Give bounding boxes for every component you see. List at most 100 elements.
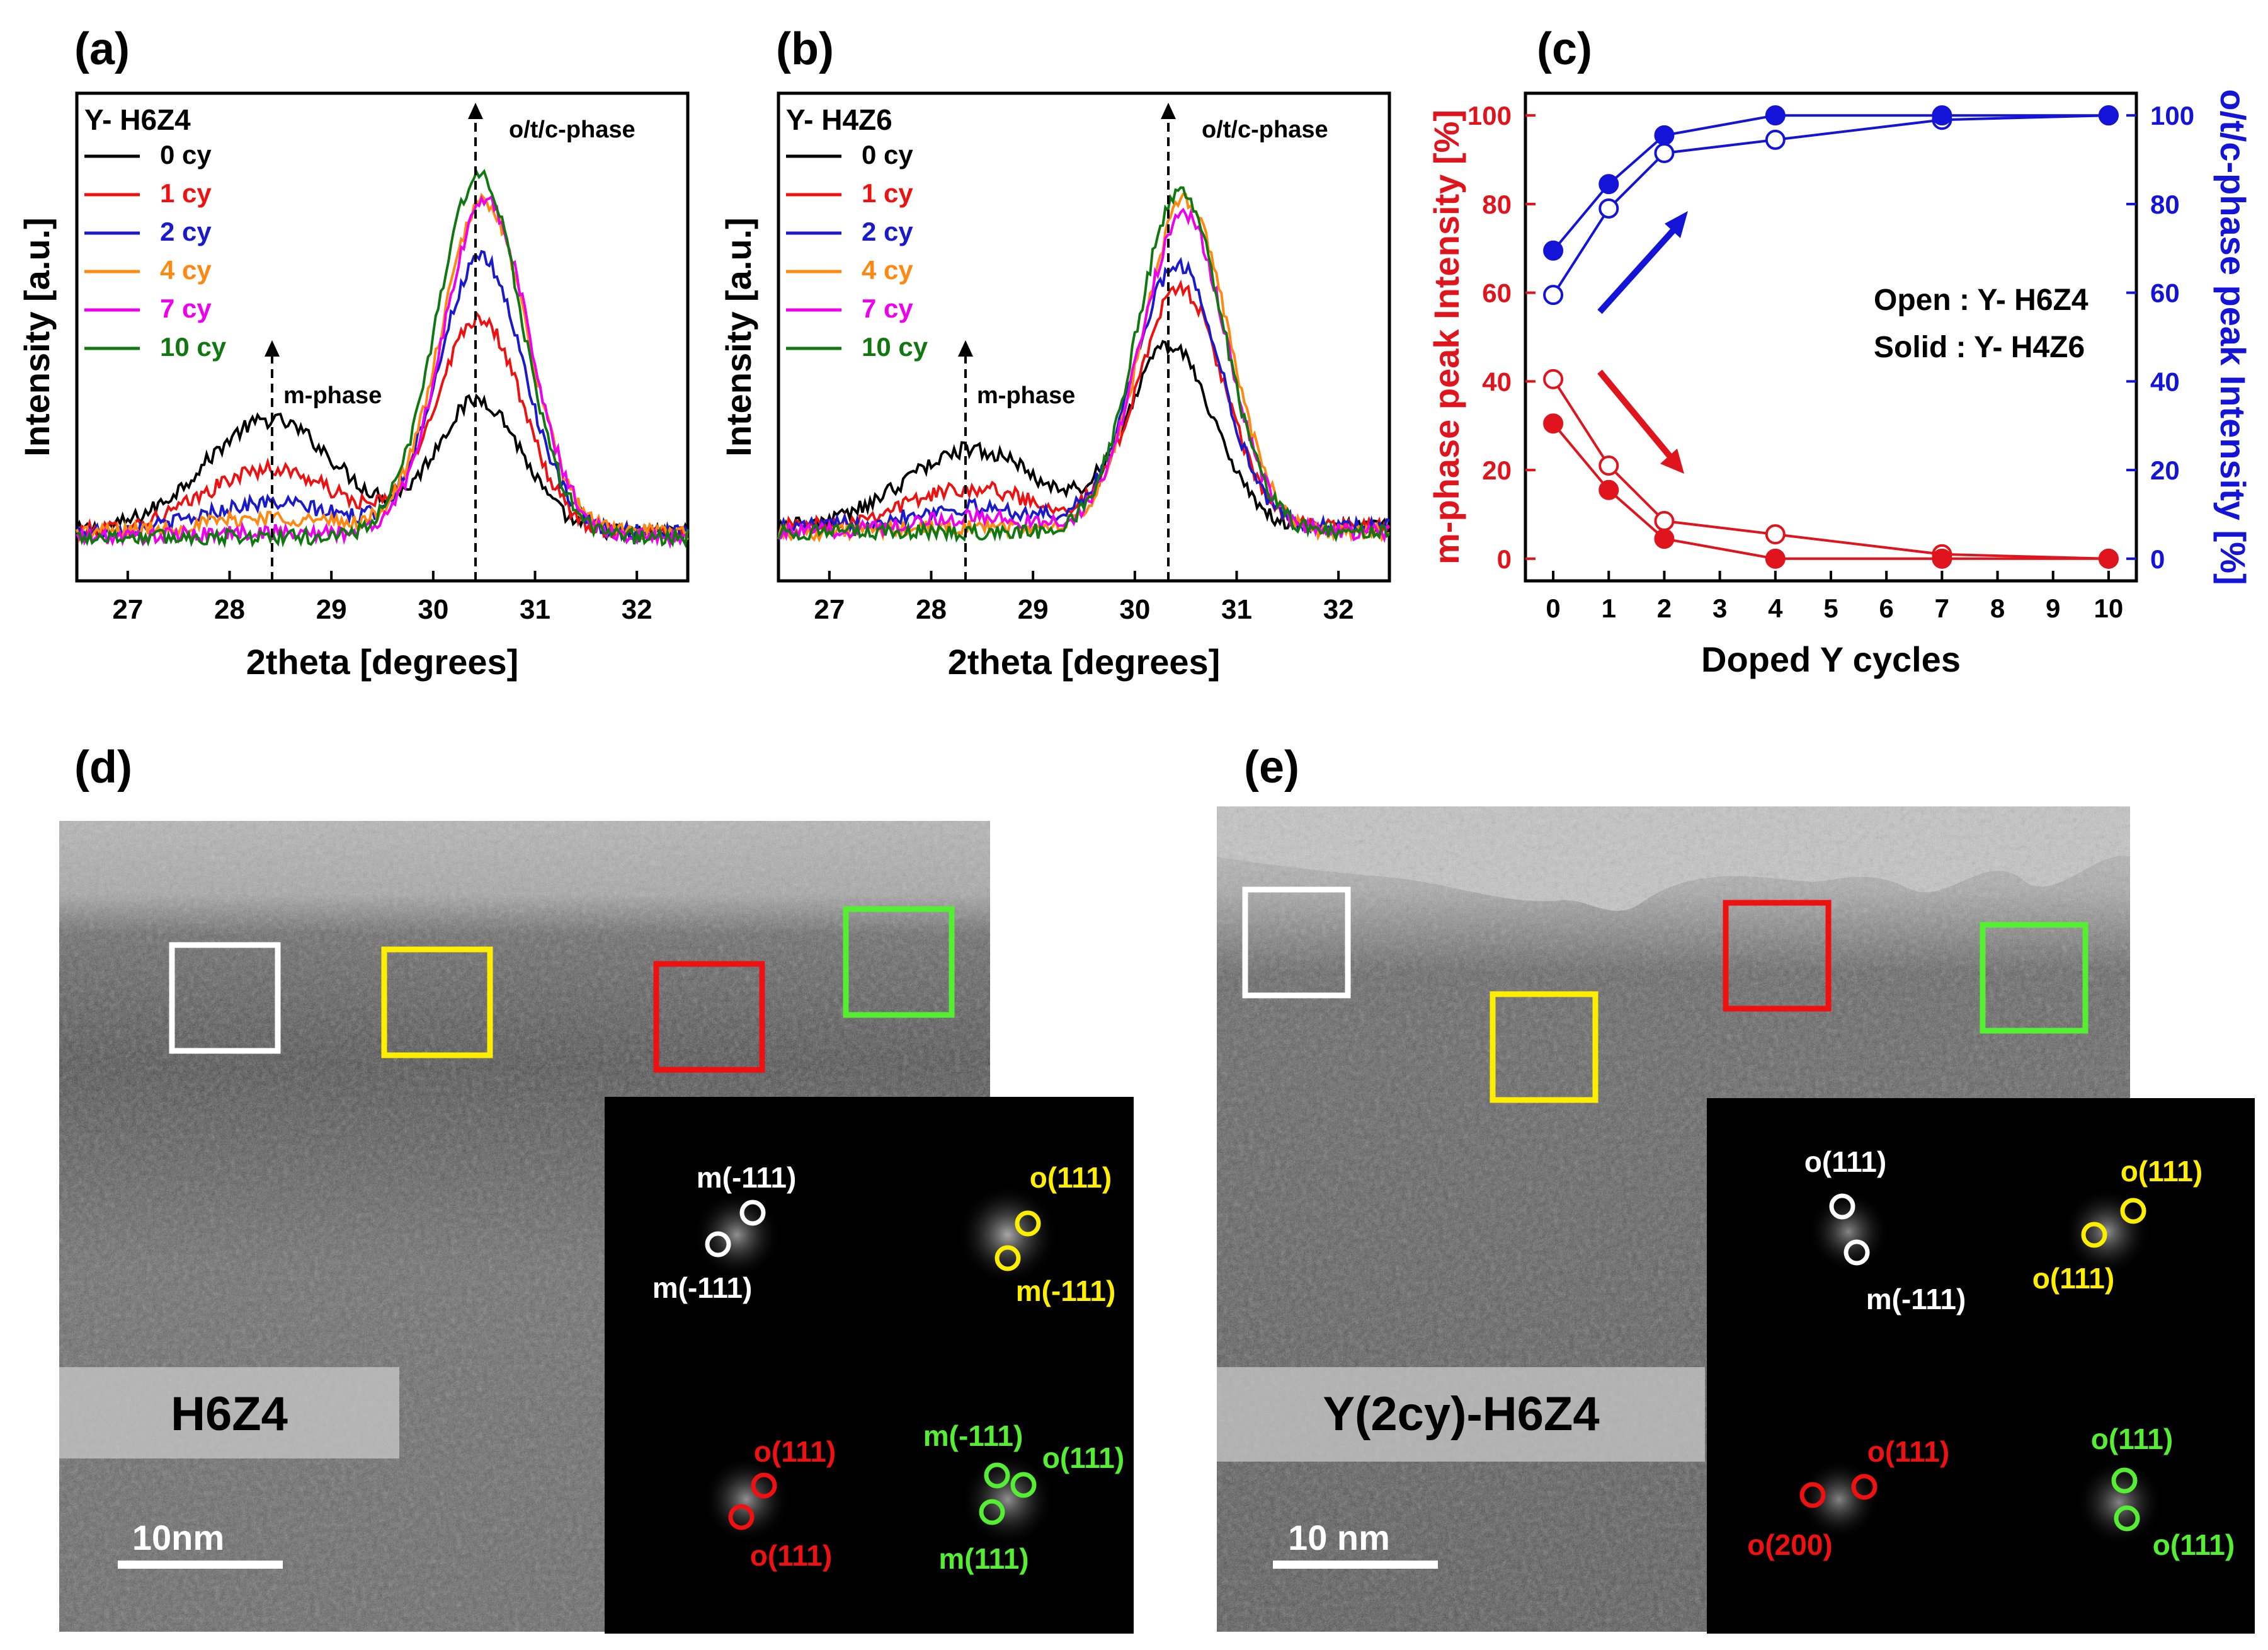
y-tick-label-right: 80 xyxy=(2150,190,2180,219)
data-point-solid xyxy=(1932,105,1952,126)
fft-spot-yellow xyxy=(2081,1222,2107,1248)
panel-b: (b) 27 28 29 30 31 32 m-phase o/t/c-phase Y- … xyxy=(719,24,1391,682)
fft-center-glow xyxy=(702,1455,790,1544)
legend-label: 1 cy xyxy=(160,178,212,208)
xrd-series-10-cy xyxy=(76,168,689,549)
fft-spot-red xyxy=(1851,1474,1878,1500)
data-point-solid xyxy=(2098,548,2119,569)
data-point-open xyxy=(1654,142,1675,163)
series-line xyxy=(1552,378,2109,560)
fft-spot-white xyxy=(1829,1193,1855,1220)
fft-spot-red xyxy=(751,1472,777,1499)
x-tick-label: 30 xyxy=(418,594,448,625)
y-tick-label-right: 40 xyxy=(2150,367,2180,396)
x-tick-label: 8 xyxy=(1990,593,2005,623)
series-line xyxy=(1552,422,2109,560)
legend-label: 4 cy xyxy=(160,255,212,285)
scale-bar-label-d: 10nm xyxy=(132,1518,224,1557)
series-group-b xyxy=(777,186,1391,544)
fft-label: o(111) xyxy=(2121,1155,2202,1188)
legend-label: 0 cy xyxy=(862,140,913,169)
fft-center-glow xyxy=(693,1191,781,1279)
fft-label: o(111) xyxy=(2091,1423,2173,1455)
fft-center-glow xyxy=(2063,1188,2151,1276)
data-point-open xyxy=(1598,198,1619,219)
legend-label: 7 cy xyxy=(862,294,913,323)
roi-box-white-e xyxy=(1242,886,1351,999)
legend-label: 7 cy xyxy=(160,294,212,323)
otc-phase-label-b: o/t/c-phase xyxy=(1202,117,1328,143)
plot-frame-b xyxy=(777,91,1391,583)
fft-label: m(-111) xyxy=(923,1419,1023,1452)
legend-solid-c: Solid : Y- H4Z6 xyxy=(1874,331,2085,364)
scale-bar-label-e: 10 nm xyxy=(1288,1518,1390,1557)
m-phase-label-a: m-phase xyxy=(283,382,382,409)
data-point-solid xyxy=(1932,548,1952,569)
fft-inset-d: m(-111) m(-111) o(111) m(-111) o(111) o(… xyxy=(605,1097,1134,1634)
x-tick-label: 10 xyxy=(2094,593,2124,623)
plot-frame-a xyxy=(75,91,690,583)
fft-center-glow xyxy=(960,1452,1055,1547)
data-point-solid xyxy=(2098,105,2119,126)
data-point-solid xyxy=(1654,125,1675,146)
x-axis-label-a: 2theta [degrees] xyxy=(246,642,519,682)
fft-label: o(111) xyxy=(1867,1435,1949,1468)
y-tick-label-right: 60 xyxy=(2150,278,2180,308)
panel-label-e: (e) xyxy=(1244,742,1299,793)
series-group-a xyxy=(76,168,689,549)
x-tick-label: 7 xyxy=(1935,593,1949,623)
fft-label: o(111) xyxy=(1030,1161,1112,1194)
legend-label: 2 cy xyxy=(862,217,913,246)
xrd-series-0-cy xyxy=(777,340,1391,536)
y-tick-label-left: 60 xyxy=(1482,278,1512,308)
sample-label-bg-d xyxy=(59,1367,399,1458)
sample-label-d: H6Z4 xyxy=(171,1387,288,1441)
fft-spot-white xyxy=(705,1231,731,1258)
x-tick-label: 28 xyxy=(916,594,947,625)
fft-spot-green xyxy=(2114,1505,2140,1532)
data-point-solid xyxy=(1654,529,1675,549)
roi-box-yellow-d xyxy=(381,946,493,1058)
fft-spot-yellow xyxy=(2120,1198,2146,1224)
data-point-open xyxy=(1654,511,1675,532)
series-line xyxy=(1552,114,2109,296)
y-axis-label-b: Intensity [a.u.] xyxy=(719,217,758,457)
y-tick-label-right: 0 xyxy=(2150,544,2165,574)
trend-arrowhead-red xyxy=(1660,449,1684,474)
y-tick-label-left: 100 xyxy=(1467,101,1512,130)
roi-box-red-d xyxy=(653,961,765,1073)
panel-a: (a) 27 28 29 30 31 32 m-phase o/t/c-phase Y- … xyxy=(17,24,690,682)
data-point-open xyxy=(1543,369,1564,389)
x-tick-label: 1 xyxy=(1602,593,1616,623)
chart-title-a: Y- H6Z4 xyxy=(84,103,191,136)
legend-open-c: Open : Y- H6Z4 xyxy=(1874,284,2088,317)
roi-box-red-e xyxy=(1723,900,1832,1012)
fft-spot-yellow xyxy=(1015,1210,1041,1237)
fft-spot-green xyxy=(984,1462,1010,1489)
fft-spot-white xyxy=(739,1200,766,1226)
trend-arrow-red xyxy=(1597,369,1673,459)
legend-label: 0 cy xyxy=(160,140,212,169)
x-tick-label: 29 xyxy=(1018,594,1049,625)
legend-label: 4 cy xyxy=(862,255,913,285)
fft-spot-yellow xyxy=(994,1245,1021,1271)
legend-b: 0 cy 1 cy 2 cy 4 cy 7 cy 10 cy xyxy=(786,140,928,362)
x-tick-label: 30 xyxy=(1119,594,1150,625)
legend-a: 0 cy 1 cy 2 cy 4 cy 7 cy 10 cy xyxy=(84,140,227,362)
fft-label: o(111) xyxy=(2032,1262,2114,1295)
y-axis-label-a: Intensity [a.u.] xyxy=(17,217,57,457)
x-tick-label: 29 xyxy=(316,594,347,625)
roi-box-green-e xyxy=(1980,922,2088,1034)
fft-spot-red xyxy=(1799,1482,1826,1508)
x-tick-label: 9 xyxy=(2046,593,2060,623)
panel-label-a: (a) xyxy=(74,24,130,74)
y-tick-label-left: 20 xyxy=(1482,455,1512,485)
y-tick-label-left: 40 xyxy=(1482,367,1512,396)
sample-label-e: Y(2cy)-H6Z4 xyxy=(1323,1387,1599,1441)
chart-title-b: Y- H4Z6 xyxy=(786,103,892,136)
x-tick-label: 4 xyxy=(1768,593,1783,623)
fft-label: o(200) xyxy=(1747,1528,1832,1561)
fft-label: m(-111) xyxy=(697,1161,797,1194)
x-axis-label-b: 2theta [degrees] xyxy=(948,642,1221,682)
